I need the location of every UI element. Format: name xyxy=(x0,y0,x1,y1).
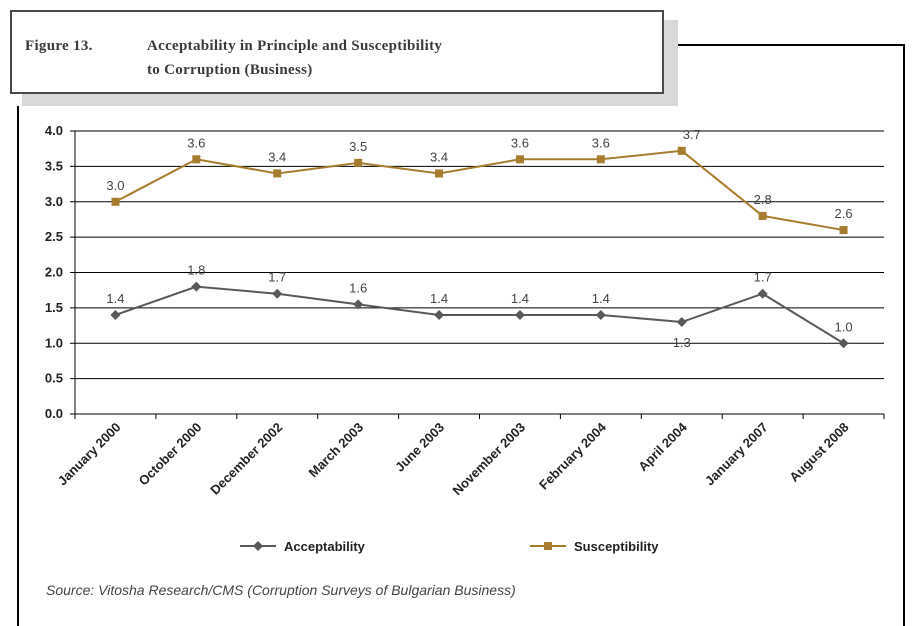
data-label: 3.0 xyxy=(106,178,124,193)
data-point-diamond xyxy=(434,309,445,320)
x-tick-label: October 2000 xyxy=(136,420,205,489)
y-tick-label: 1.0 xyxy=(45,335,63,350)
frame-left-line xyxy=(17,106,19,626)
y-tick-label: 0.5 xyxy=(45,371,63,386)
y-tick-label: 3.5 xyxy=(45,158,63,173)
x-tick-label: November 2003 xyxy=(449,420,528,499)
series-line-susceptibility xyxy=(114,149,844,232)
data-label: 2.8 xyxy=(754,192,772,207)
data-label: 1.4 xyxy=(430,291,448,306)
x-tick-label: January 2007 xyxy=(702,420,771,489)
figure-title-line-2: to Corruption (Business) xyxy=(147,62,313,78)
y-tick-label: 3.0 xyxy=(45,194,63,209)
data-label: 1.4 xyxy=(106,291,124,306)
figure-number: Figure 13. xyxy=(25,38,93,54)
data-label: 1.0 xyxy=(835,319,853,334)
x-tick-label: December 2002 xyxy=(207,420,285,498)
x-tick-label: January 2000 xyxy=(55,420,124,489)
data-point-square xyxy=(435,169,444,178)
data-point-diamond xyxy=(353,299,364,310)
data-label: 3.6 xyxy=(592,135,610,150)
data-point-square xyxy=(758,211,767,220)
figure-title-line-1: Acceptability in Principle and Susceptib… xyxy=(147,38,443,54)
data-label: 1.8 xyxy=(187,263,205,278)
y-tick-label: 4.0 xyxy=(45,123,63,138)
frame-right-line xyxy=(903,44,905,626)
data-point-diamond xyxy=(514,309,525,320)
data-label: 2.6 xyxy=(835,206,853,221)
data-point-diamond xyxy=(110,309,121,320)
source-note: Source: Vitosha Research/CMS (Corruption… xyxy=(46,582,516,598)
data-label: 1.4 xyxy=(511,291,529,306)
y-tick-label: 1.5 xyxy=(45,300,63,315)
data-label: 3.6 xyxy=(511,135,529,150)
data-point-diamond xyxy=(838,338,849,349)
data-label: 3.4 xyxy=(268,149,286,164)
data-point-diamond xyxy=(272,288,283,299)
data-point-square xyxy=(273,169,282,178)
data-point-diamond xyxy=(676,317,687,328)
data-label: 3.6 xyxy=(187,135,205,150)
data-label: 3.5 xyxy=(349,139,367,154)
y-tick-label: 2.0 xyxy=(45,265,63,280)
data-point-square xyxy=(596,155,605,164)
data-point-diamond xyxy=(191,281,202,292)
figure-title-box: Figure 13. Acceptability in Principle an… xyxy=(10,10,664,94)
data-label: 1.4 xyxy=(592,291,610,306)
data-point-square xyxy=(677,146,686,155)
y-tick-label: 0.0 xyxy=(45,406,63,421)
data-label: 1.6 xyxy=(349,280,367,295)
y-tick-label: 2.5 xyxy=(45,229,63,244)
x-tick-label: February 2004 xyxy=(536,419,609,492)
data-label: 1.7 xyxy=(268,270,286,285)
series-line-acceptability xyxy=(115,285,845,345)
data-point-square xyxy=(111,197,120,206)
x-tick-label: March 2003 xyxy=(306,420,367,481)
data-point-square xyxy=(192,155,201,164)
x-tick-label: August 2008 xyxy=(786,420,851,485)
frame-top-line xyxy=(676,44,905,46)
legend-marker-square xyxy=(544,542,552,550)
data-point-square xyxy=(839,226,848,235)
legend-marker-diamond xyxy=(253,541,263,551)
data-label: 3.4 xyxy=(430,149,448,164)
legend-label-acceptability: Acceptability xyxy=(284,539,366,554)
data-point-diamond xyxy=(757,288,768,299)
data-label: 3.7 xyxy=(683,127,701,142)
data-point-diamond xyxy=(595,309,606,320)
data-label: 1.3 xyxy=(673,335,691,350)
x-tick-label: April 2004 xyxy=(635,419,690,474)
data-point-square xyxy=(354,158,363,167)
data-label: 1.7 xyxy=(754,270,772,285)
legend-label-susceptibility: Susceptibility xyxy=(574,539,659,554)
data-point-square xyxy=(515,155,524,164)
x-tick-label: June 2003 xyxy=(392,420,447,475)
